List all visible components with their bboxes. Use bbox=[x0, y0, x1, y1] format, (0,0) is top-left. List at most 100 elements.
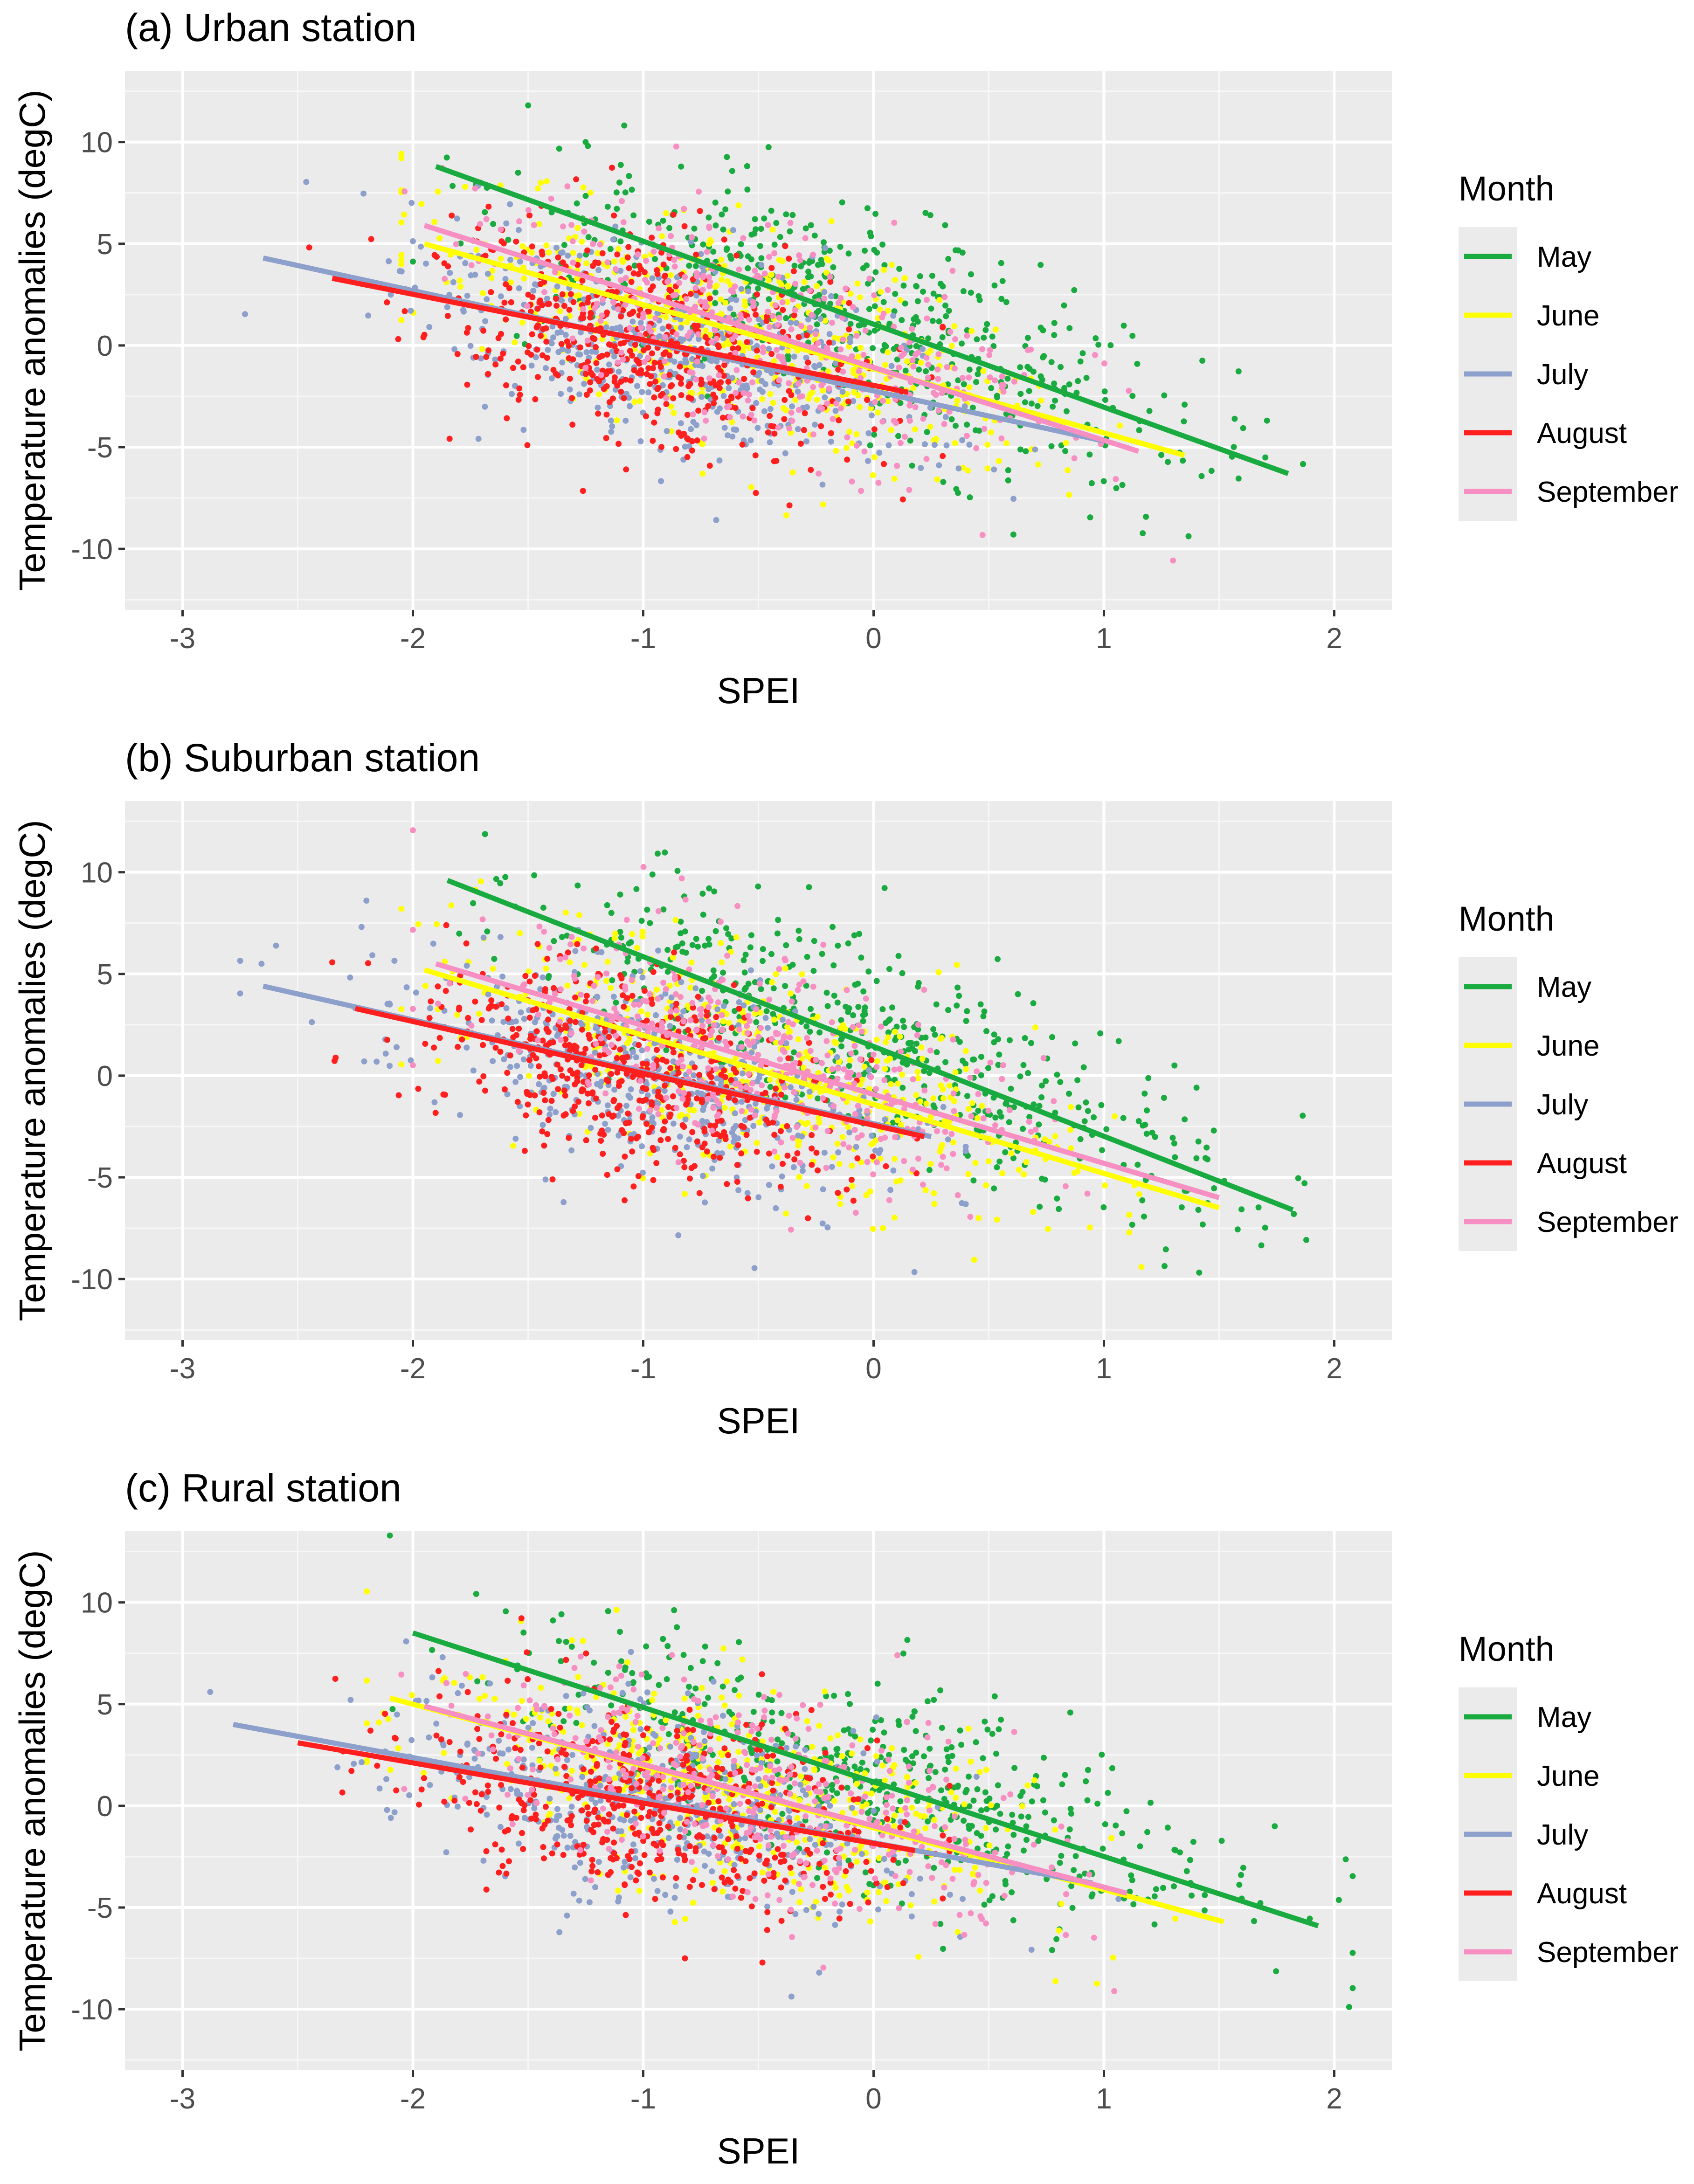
data-point bbox=[462, 260, 469, 266]
data-point bbox=[1068, 1104, 1074, 1110]
data-point bbox=[980, 1013, 987, 1020]
data-point bbox=[643, 371, 650, 377]
data-point bbox=[1025, 1070, 1031, 1076]
data-point bbox=[589, 998, 596, 1004]
data-point bbox=[795, 334, 802, 340]
data-point bbox=[482, 1087, 488, 1094]
data-point bbox=[830, 416, 836, 422]
data-point bbox=[714, 1006, 721, 1013]
data-point bbox=[827, 300, 833, 307]
data-point bbox=[695, 943, 701, 950]
data-point bbox=[1119, 482, 1126, 488]
data-point bbox=[832, 360, 839, 366]
data-point bbox=[609, 348, 615, 355]
data-point bbox=[665, 1136, 671, 1142]
data-point bbox=[641, 359, 648, 365]
data-point bbox=[739, 1108, 745, 1114]
data-point bbox=[650, 969, 657, 975]
data-point bbox=[666, 1113, 673, 1120]
x-tick-label: -2 bbox=[400, 1353, 426, 1385]
data-point bbox=[482, 209, 488, 215]
data-point bbox=[568, 1030, 575, 1037]
data-point bbox=[516, 218, 522, 225]
data-point bbox=[844, 987, 850, 993]
data-point bbox=[640, 1085, 646, 1091]
legend-label: June bbox=[1537, 300, 1599, 332]
data-point bbox=[670, 395, 677, 401]
data-point bbox=[849, 478, 855, 485]
data-point bbox=[1052, 1133, 1058, 1140]
data-point bbox=[1006, 1119, 1012, 1126]
data-point bbox=[720, 969, 726, 976]
data-point bbox=[687, 369, 693, 375]
data-point bbox=[565, 252, 571, 259]
data-point bbox=[816, 1120, 823, 1126]
data-point bbox=[629, 1148, 636, 1155]
data-point bbox=[931, 1865, 937, 1871]
data-point bbox=[983, 1028, 989, 1034]
data-point bbox=[547, 1106, 553, 1112]
data-point bbox=[716, 1035, 722, 1041]
data-point bbox=[821, 295, 828, 302]
data-point bbox=[912, 404, 919, 410]
data-point bbox=[611, 935, 618, 942]
data-point bbox=[857, 294, 864, 301]
data-point bbox=[655, 995, 661, 1002]
data-point bbox=[657, 1137, 664, 1143]
data-point bbox=[1022, 399, 1028, 406]
data-point bbox=[613, 1032, 619, 1039]
data-point bbox=[587, 314, 594, 321]
data-point bbox=[660, 906, 667, 912]
data-point bbox=[942, 1059, 949, 1065]
data-point bbox=[826, 331, 833, 337]
data-point bbox=[521, 1147, 528, 1154]
data-point bbox=[979, 1103, 985, 1109]
data-point bbox=[584, 247, 591, 254]
data-point bbox=[809, 312, 815, 318]
data-point bbox=[940, 1104, 947, 1110]
data-point bbox=[575, 1099, 581, 1105]
data-point bbox=[771, 358, 777, 364]
data-point bbox=[900, 1017, 906, 1024]
data-point bbox=[682, 1116, 689, 1123]
data-point bbox=[622, 302, 629, 308]
data-point bbox=[694, 437, 700, 444]
data-point bbox=[864, 1107, 871, 1114]
data-point bbox=[410, 1006, 416, 1012]
data-point bbox=[847, 321, 854, 327]
data-point bbox=[712, 289, 719, 296]
y-axis-title: Temperature anomalies (degC) bbox=[12, 820, 53, 1321]
data-point bbox=[734, 903, 741, 909]
data-point bbox=[856, 931, 863, 937]
data-point bbox=[597, 318, 604, 324]
data-point bbox=[519, 319, 525, 326]
data-point bbox=[853, 1144, 859, 1150]
data-point bbox=[431, 1044, 437, 1051]
data-point bbox=[942, 302, 948, 309]
data-point bbox=[541, 1085, 547, 1091]
data-point bbox=[964, 422, 970, 428]
data-point bbox=[886, 966, 892, 972]
data-point bbox=[989, 333, 996, 340]
data-point bbox=[564, 183, 571, 190]
data-point bbox=[860, 1018, 866, 1024]
data-point bbox=[627, 377, 634, 384]
data-point bbox=[1065, 467, 1071, 473]
data-point bbox=[593, 360, 600, 366]
data-point bbox=[690, 411, 696, 418]
data-point bbox=[536, 221, 542, 228]
data-point bbox=[845, 250, 852, 257]
data-point bbox=[576, 391, 583, 398]
data-point bbox=[852, 1209, 859, 1216]
data-point bbox=[775, 353, 782, 359]
data-point bbox=[837, 346, 844, 352]
data-point bbox=[892, 290, 899, 297]
data-point bbox=[698, 1097, 705, 1103]
data-point bbox=[516, 385, 523, 392]
data-point bbox=[617, 1046, 623, 1053]
data-point bbox=[745, 265, 751, 271]
data-point bbox=[760, 946, 766, 952]
data-point bbox=[721, 1105, 728, 1111]
data-point bbox=[408, 307, 414, 314]
